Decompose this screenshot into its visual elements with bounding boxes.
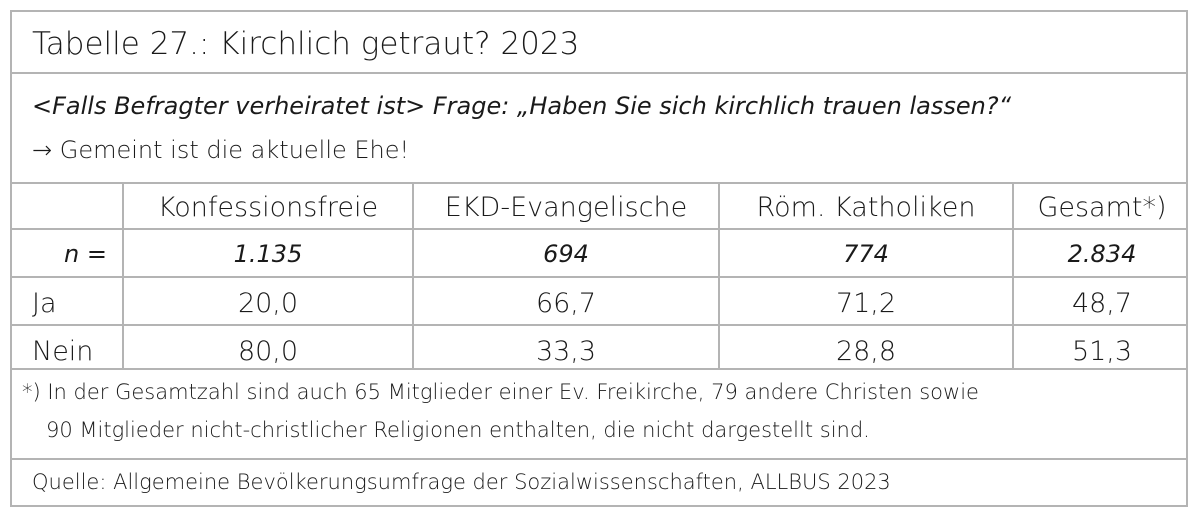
footnote-line-1: *) In der Gesamtzahl sind auch 65 Mitgli… (22, 380, 979, 404)
divider-col-1 (122, 182, 124, 368)
table-cell: 694 (543, 240, 589, 268)
table-cell: 48,7 (1071, 288, 1133, 319)
source-note: Quelle: Allgemeine Bevölkerungsumfrage d… (32, 470, 891, 494)
table-cell: 33,3 (535, 336, 597, 367)
row-label-n: n = (64, 240, 107, 268)
table-cell: 71,2 (835, 288, 897, 319)
column-header-gesamt: Gesamt*) (1037, 192, 1167, 223)
table-cell: 51,3 (1071, 336, 1133, 367)
divider-col-4 (1012, 182, 1014, 368)
question-text: <Falls Befragter verheiratet ist> Frage:… (32, 92, 1012, 120)
table-cell: 20,0 (237, 288, 299, 319)
row-label-ja: Ja (32, 288, 57, 319)
row-label-nein: Nein (32, 336, 94, 367)
table-cell: 80,0 (237, 336, 299, 367)
footnote-line-2: 90 Mitglieder nicht-christlicher Religio… (46, 418, 870, 442)
note-text: → Gemeint ist die aktuelle Ehe! (32, 136, 410, 164)
table-cell: 774 (843, 240, 889, 268)
table-cell: 2.834 (1067, 240, 1137, 268)
table-frame: Tabelle 27.: Kirchlich getraut? 2023 <Fa… (10, 10, 1188, 507)
column-header-ekd-evangelische: EKD-Evangelische (444, 192, 688, 223)
divider-ja-row (12, 324, 1186, 326)
table-cell: 1.135 (233, 240, 303, 268)
column-header-katholiken: Röm. Katholiken (756, 192, 976, 223)
divider-header (12, 228, 1186, 230)
column-header-konfessionsfreie: Konfessionsfreie (157, 192, 379, 223)
divider-n-row (12, 276, 1186, 278)
divider-table-bottom (12, 368, 1186, 370)
divider-question (12, 182, 1186, 184)
divider-footnote (12, 458, 1186, 460)
table-cell: 28,8 (835, 336, 897, 367)
divider-title (12, 72, 1186, 74)
divider-col-3 (718, 182, 720, 368)
divider-col-2 (412, 182, 414, 368)
page-title: Tabelle 27.: Kirchlich getraut? 2023 (32, 26, 580, 62)
table-cell: 66,7 (535, 288, 597, 319)
